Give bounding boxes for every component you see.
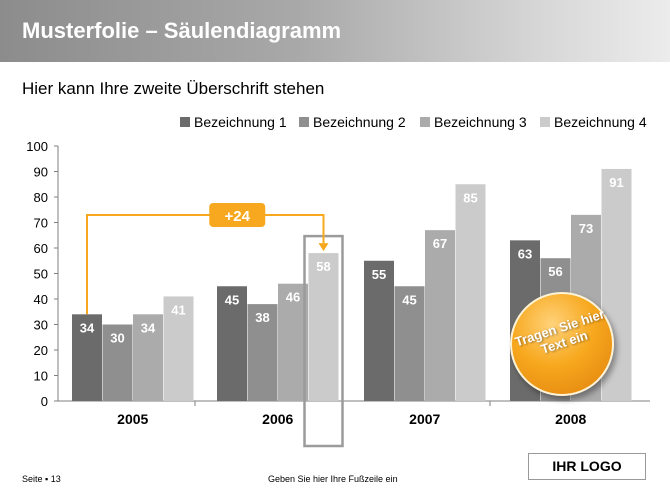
data-label: 55 [372, 267, 386, 282]
legend-label: Bezeichnung 3 [434, 114, 527, 130]
y-tick-label: 50 [34, 267, 48, 282]
y-tick-label: 60 [34, 241, 48, 256]
page-number: Seite ▪ 13 [22, 474, 61, 484]
y-tick-label: 70 [34, 216, 48, 231]
y-tick-label: 90 [34, 165, 48, 180]
annotation-label: +24 [225, 208, 251, 225]
data-label: 45 [402, 292, 416, 307]
y-tick-label: 0 [41, 394, 48, 409]
x-tick-label: 2008 [555, 411, 586, 427]
bar [364, 260, 394, 401]
legend-swatch [540, 117, 550, 127]
data-label: 34 [141, 320, 156, 335]
logo-placeholder: IHR LOGO [528, 453, 646, 480]
y-tick-label: 80 [34, 190, 48, 205]
data-label: 58 [316, 259, 330, 274]
data-label: 63 [518, 246, 532, 261]
legend-swatch [180, 117, 190, 127]
x-tick-label: 2005 [117, 411, 148, 427]
x-tick-label: 2007 [409, 411, 440, 427]
slide-subtitle: Hier kann Ihre zweite Überschrift stehen [22, 79, 325, 98]
title-bar: Musterfolie – Säulendiagramm [0, 0, 670, 62]
bar [217, 286, 247, 401]
data-label: 41 [171, 302, 185, 317]
bar [278, 283, 308, 401]
data-label: 85 [463, 190, 477, 205]
data-label: 67 [433, 236, 447, 251]
legend-label: Bezeichnung 2 [313, 114, 406, 130]
bar [394, 286, 425, 401]
bar [247, 304, 278, 401]
data-label: 46 [286, 290, 300, 305]
bar [133, 314, 163, 401]
annotation-arrowhead [318, 243, 329, 252]
bar [163, 296, 194, 401]
bar [72, 314, 102, 401]
data-label: 56 [548, 264, 562, 279]
bar [102, 324, 133, 401]
legend-swatch [420, 117, 430, 127]
x-tick-label: 2006 [262, 411, 293, 427]
legend-label: Bezeichnung 1 [194, 114, 287, 130]
y-tick-label: 40 [34, 292, 48, 307]
y-tick-label: 20 [34, 343, 48, 358]
bar [425, 230, 455, 401]
data-label: 34 [80, 320, 95, 335]
y-tick-label: 10 [34, 369, 48, 384]
y-tick-label: 100 [26, 139, 48, 154]
data-label: 91 [609, 175, 623, 190]
annotation-bracket [86, 214, 325, 315]
bar [308, 253, 339, 401]
data-label: 38 [255, 310, 269, 325]
data-label: 73 [579, 221, 593, 236]
slide-title: Musterfolie – Säulendiagramm [22, 18, 342, 43]
data-label: 45 [225, 292, 239, 307]
annotation-label-box [209, 203, 266, 227]
footer-text: Geben Sie hier Ihre Fußzeile ein [268, 474, 398, 484]
legend-label: Bezeichnung 4 [554, 114, 647, 130]
legend-swatch [299, 117, 309, 127]
callout-badge-text: Tragen Sie hier Text ein [513, 306, 607, 357]
callout-badge: Tragen Sie hier Text ein [510, 292, 614, 396]
bar [455, 184, 486, 401]
data-label: 30 [110, 331, 124, 346]
y-tick-label: 30 [34, 318, 48, 333]
